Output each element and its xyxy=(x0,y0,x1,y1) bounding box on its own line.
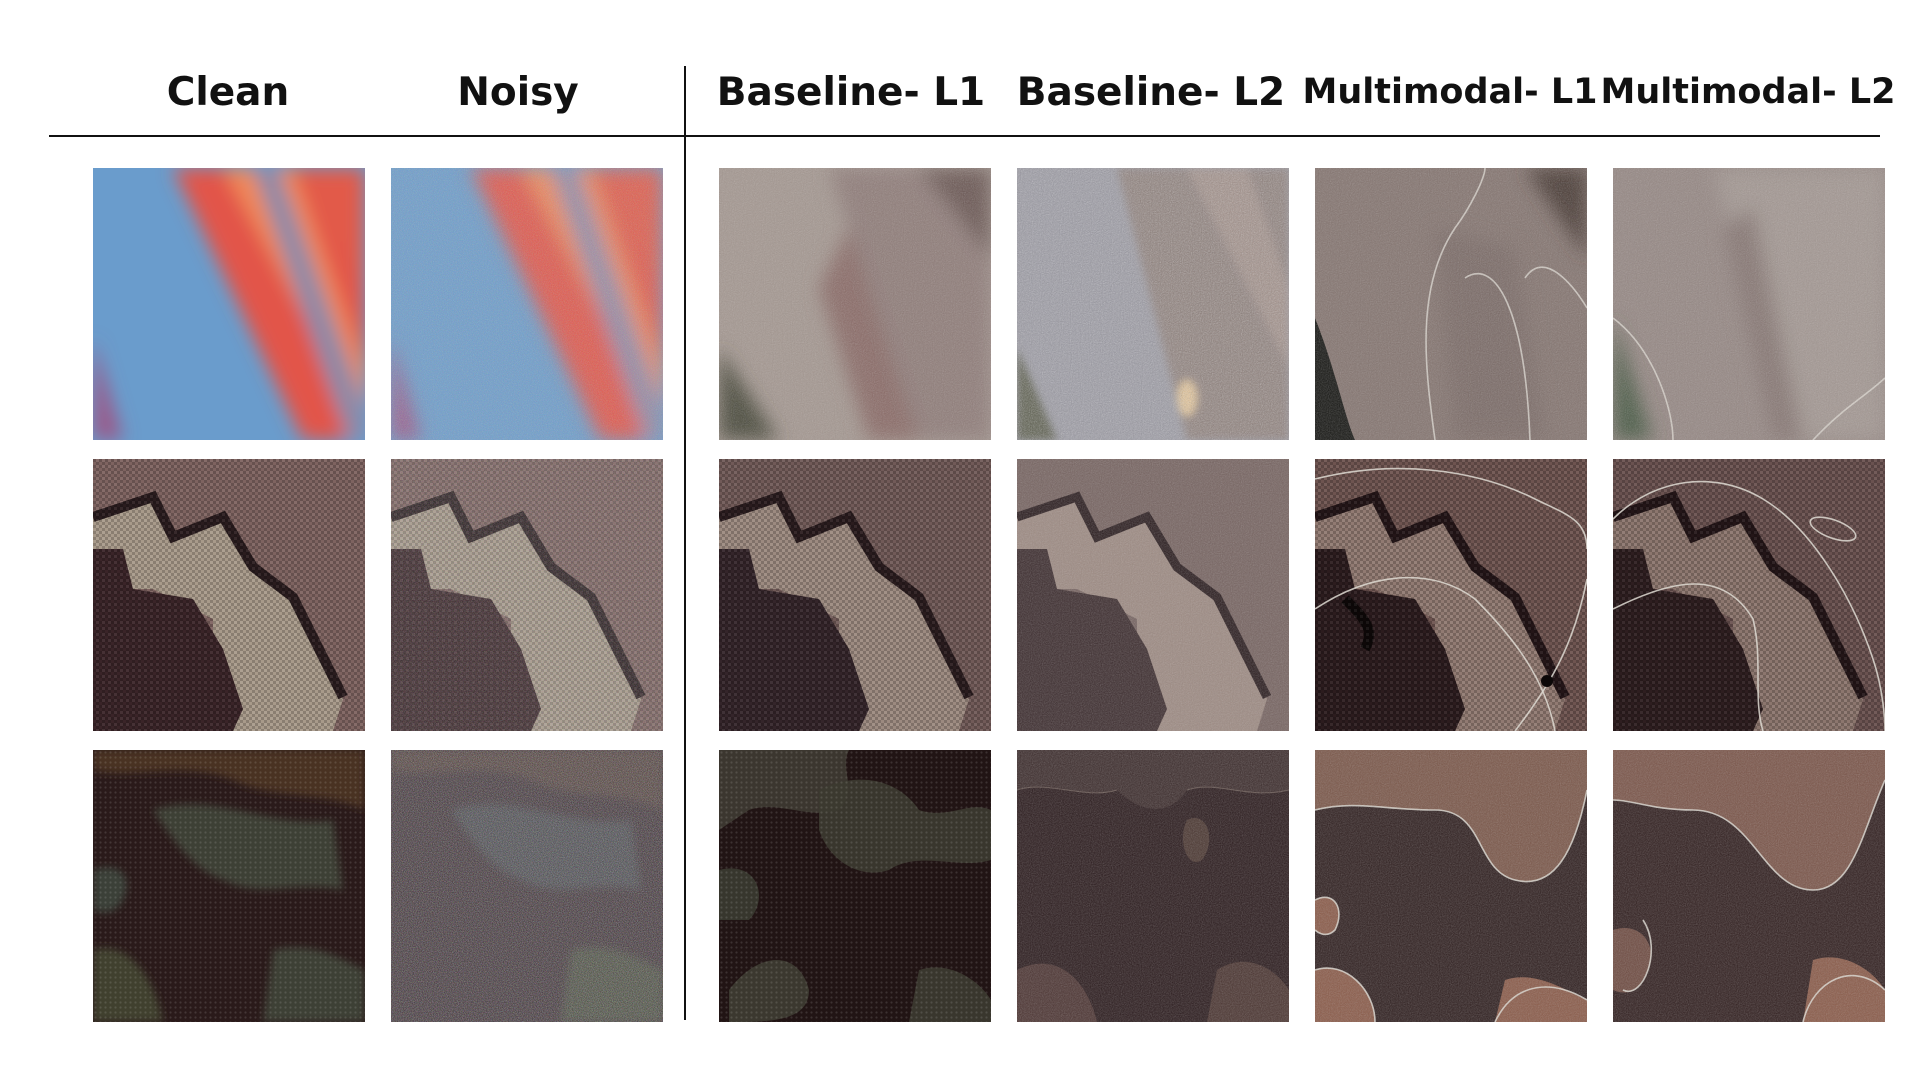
tile-baseline-l1-row3 xyxy=(719,750,991,1022)
tile-clean-row2 xyxy=(93,459,365,731)
column-header-noisy: Noisy xyxy=(457,69,579,115)
tile-baseline-l2-row3 xyxy=(1017,750,1289,1022)
tile-clean-row3 xyxy=(93,750,365,1022)
tile-multimodal-l2-row3 xyxy=(1613,750,1885,1022)
column-header-multimodal-l2: Multimodal- L2 xyxy=(1600,72,1896,112)
tile-multimodal-l1-row3 xyxy=(1315,750,1587,1022)
column-header-multimodal-l1: Multimodal- L1 xyxy=(1302,72,1598,112)
tile-multimodal-l2-row2 xyxy=(1613,459,1885,731)
tile-noisy-row1 xyxy=(391,168,663,440)
header-divider xyxy=(49,135,1880,137)
input-output-divider xyxy=(684,66,686,1020)
tile-multimodal-l1-row1 xyxy=(1315,168,1587,440)
column-header-baseline-l2: Baseline- L2 xyxy=(1016,69,1286,115)
tile-noisy-row3 xyxy=(391,750,663,1022)
tile-noisy-row2 xyxy=(391,459,663,731)
tile-clean-row1 xyxy=(93,168,365,440)
tile-baseline-l1-row1 xyxy=(719,168,991,440)
column-header-baseline-l1: Baseline- L1 xyxy=(716,69,986,115)
tile-multimodal-l1-row2 xyxy=(1315,459,1587,731)
tile-baseline-l2-row1 xyxy=(1017,168,1289,440)
column-header-clean: Clean xyxy=(166,69,290,115)
tile-multimodal-l2-row1 xyxy=(1613,168,1885,440)
tile-baseline-l2-row2 xyxy=(1017,459,1289,731)
tile-baseline-l1-row2 xyxy=(719,459,991,731)
